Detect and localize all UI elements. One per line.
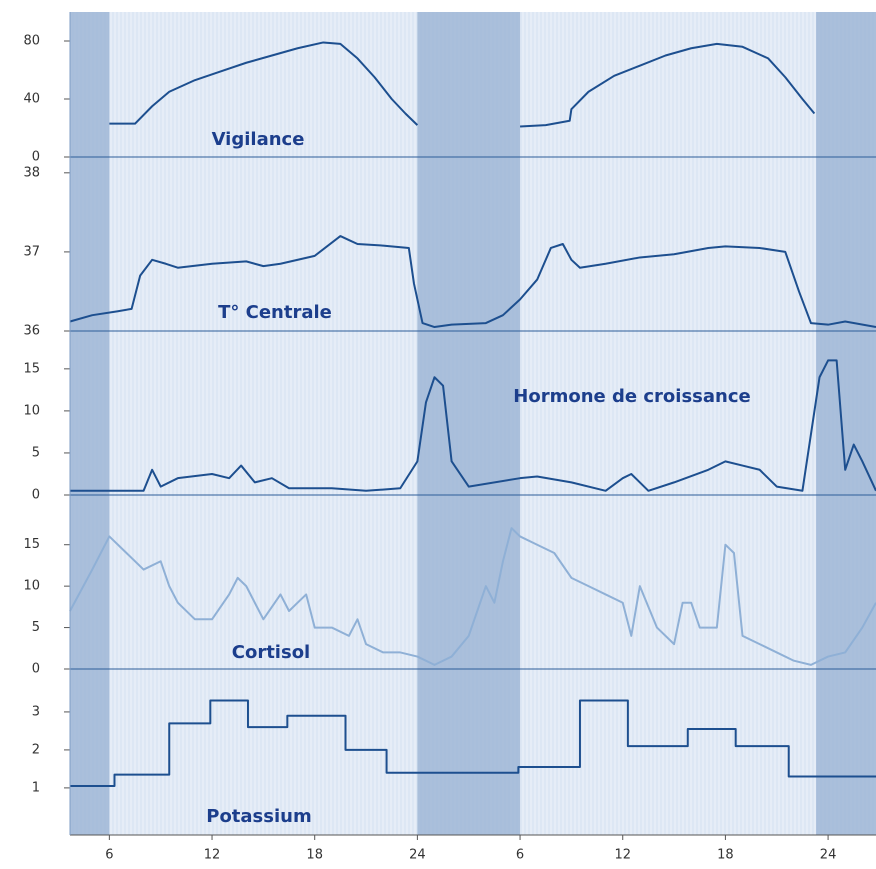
y-tick-label: 15 — [23, 537, 40, 552]
y-tick-label: 10 — [23, 579, 40, 594]
data-line — [69, 235, 876, 329]
night-band — [70, 12, 110, 835]
y-tick-label: 10 — [23, 403, 40, 418]
y-tick-label: 37 — [23, 244, 40, 259]
y-tick-label: 0 — [32, 150, 40, 165]
panel-title: Hormone de croissance — [513, 386, 750, 407]
x-tick-label: 12 — [204, 848, 221, 863]
x-tick-label: 18 — [717, 848, 734, 863]
y-tick-label: 38 — [23, 165, 40, 180]
y-tick-label: 5 — [32, 620, 40, 635]
data-line — [69, 527, 876, 666]
y-tick-label: 36 — [23, 324, 40, 339]
panel-title: T° Centrale — [218, 302, 332, 323]
y-tick-label: 5 — [32, 445, 40, 460]
x-tick-label: 12 — [614, 848, 631, 863]
night-band — [417, 12, 521, 835]
x-tick-label: 18 — [306, 848, 323, 863]
data-line — [70, 359, 876, 492]
y-tick-label: 3 — [32, 704, 40, 719]
y-tick-label: 0 — [32, 662, 40, 677]
x-tick-label: 24 — [409, 848, 426, 863]
x-tick-label: 6 — [105, 848, 113, 863]
y-tick-label: 80 — [23, 34, 40, 49]
x-tick-label: 24 — [820, 848, 837, 863]
y-tick-label: 15 — [23, 361, 40, 376]
y-tick-label: 40 — [23, 92, 40, 107]
data-line — [109, 41, 816, 128]
y-tick-label: 0 — [32, 488, 40, 503]
panel-title: Cortisol — [232, 642, 310, 663]
night-band — [816, 12, 876, 835]
data-line — [70, 699, 876, 787]
y-tick-label: 1 — [32, 780, 40, 795]
y-tick-label: 2 — [32, 742, 40, 757]
panel-title: Vigilance — [212, 129, 305, 150]
x-tick-label: 6 — [516, 848, 524, 863]
panel-title: Potassium — [206, 806, 311, 827]
